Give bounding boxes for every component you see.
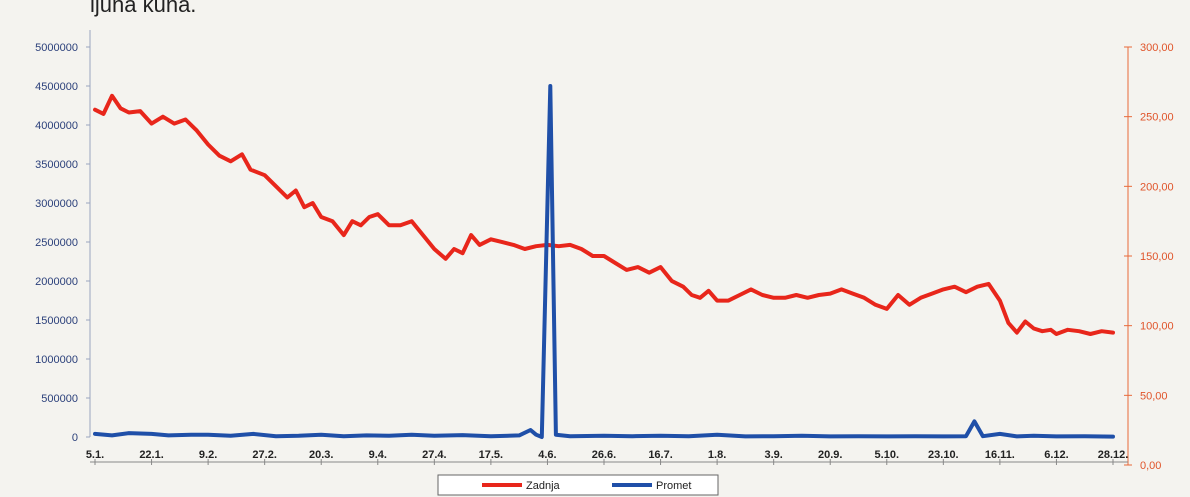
x-axis-tick-label: 5.10. [875, 449, 899, 461]
right-axis-tick-label: 200,00 [1140, 181, 1174, 193]
x-axis-tick-label: 9.4. [369, 449, 387, 461]
left-axis-tick-label: 2000000 [35, 276, 78, 288]
legend-label-promet: Promet [656, 480, 691, 492]
legend-box [437, 474, 719, 496]
x-axis-tick-label: 5.1. [86, 449, 104, 461]
chart-legend: Zadnja Promet [437, 474, 719, 496]
right-axis-tick-label: 0,00 [1140, 460, 1161, 472]
x-axis-tick-label: 3.9. [764, 449, 782, 461]
x-axis-tick-label: 17.5. [479, 449, 503, 461]
left-axis-tick-label: 4500000 [35, 81, 78, 93]
x-axis-tick-label: 26.6. [592, 449, 616, 461]
x-axis-tick-label: 16.11. [985, 449, 1015, 461]
series-line-promet [93, 84, 1115, 439]
left-axis-tick-label: 1500000 [35, 315, 78, 327]
left-axis-tick-label: 1000000 [35, 354, 78, 366]
chart-caption: ijuna kuna. [90, 0, 197, 17]
right-axis-tick-label: 100,00 [1140, 321, 1174, 333]
left-axis-tick-label: 0 [72, 432, 78, 444]
left-axis-tick-label: 4000000 [35, 120, 78, 132]
x-axis-tick-label: 27.4. [422, 449, 446, 461]
left-axis-tick-label: 2500000 [35, 237, 78, 249]
left-axis-tick-label: 3500000 [35, 159, 78, 171]
x-axis-tick-label: 20.3. [309, 449, 333, 461]
chart-series [93, 84, 1115, 439]
right-axis-tick-label: 150,00 [1140, 251, 1174, 263]
x-axis-tick-label: 22.1. [139, 449, 163, 461]
left-axis-tick-label: 3000000 [35, 198, 78, 210]
right-axis-tick-label: 250,00 [1140, 112, 1174, 124]
x-axis-tick-label: 27.2. [252, 449, 276, 461]
right-axis-tick-label: 300,00 [1140, 42, 1174, 54]
x-axis-tick-label: 9.2. [199, 449, 217, 461]
x-axis-tick-label: 6.12. [1044, 449, 1068, 461]
x-axis-tick-label: 4.6. [538, 449, 556, 461]
right-axis-tick-label: 50,00 [1140, 390, 1168, 402]
left-axis-tick-label: 500000 [41, 393, 78, 405]
x-axis-tick-label: 16.7. [648, 449, 672, 461]
left-axis-tick-label: 5000000 [35, 42, 78, 54]
x-axis-tick-label: 20.9. [818, 449, 842, 461]
chart-axes: 0 500000 1000000 1500000 2000000 2500000 30000… [35, 30, 1174, 472]
x-axis-tick-label: 28.12. [1098, 449, 1129, 461]
legend-label-zadnja: Zadnja [526, 480, 561, 492]
x-axis-tick-label: 23.10. [928, 449, 959, 461]
series-line-zadnja [93, 93, 1115, 336]
x-axis-tick-label: 1.8. [708, 449, 726, 461]
